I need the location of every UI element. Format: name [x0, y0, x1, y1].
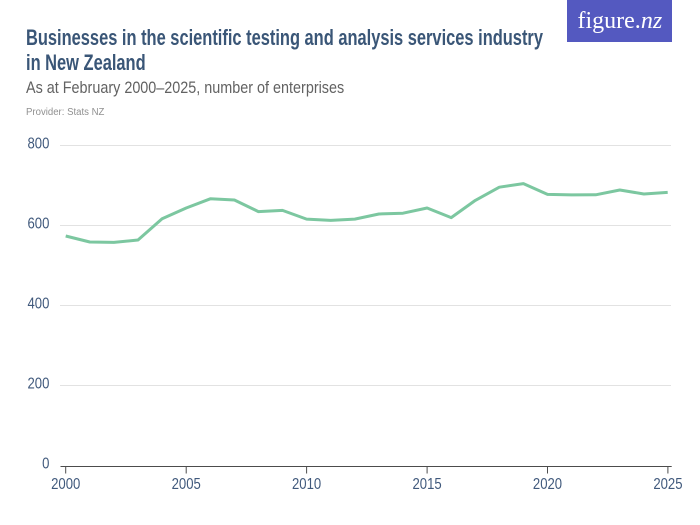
svg-text:2010: 2010 [292, 476, 321, 493]
svg-text:800: 800 [28, 136, 50, 153]
svg-text:2020: 2020 [533, 476, 562, 493]
svg-text:400: 400 [28, 296, 50, 313]
svg-text:2015: 2015 [413, 476, 442, 493]
svg-text:2025: 2025 [653, 476, 682, 493]
svg-text:0: 0 [42, 456, 49, 473]
svg-text:200: 200 [28, 376, 50, 393]
svg-text:600: 600 [28, 216, 50, 233]
svg-text:2005: 2005 [172, 476, 201, 493]
svg-text:2000: 2000 [51, 476, 80, 493]
